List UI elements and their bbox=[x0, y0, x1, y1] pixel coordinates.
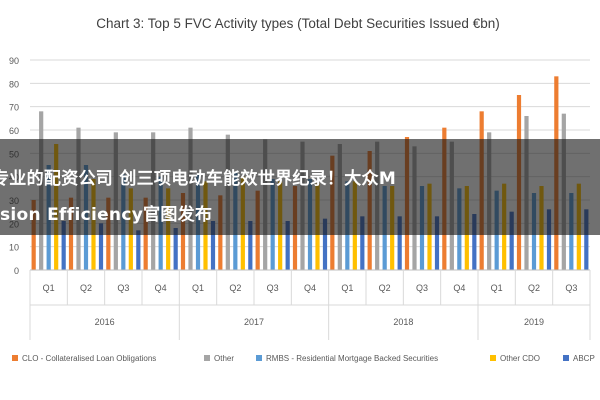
overlay-banner: 专业的配资公司 创三项电动车能效世界纪录！大众M sion Efficiency… bbox=[0, 139, 600, 235]
bar-clo bbox=[31, 200, 36, 270]
legend-label: CLO - Collateralised Loan Obligations bbox=[22, 354, 156, 363]
legend-label: ABCP bbox=[573, 354, 595, 363]
x-axis: Q1 Q2 Q3 Q4 Q1 Q2 Q3 Q4 Q1 Q2 Q3 Q4 Q1 Q2 Q3 2016 2017 20… bbox=[29, 269, 591, 340]
legend-label: RMBS - Residential Mortgage Backed Secur… bbox=[266, 354, 438, 363]
x-tick-label: Q4 bbox=[155, 283, 167, 293]
x-tick-label: Q3 bbox=[565, 283, 577, 293]
y-tick-label: 80 bbox=[9, 79, 19, 89]
legend-label: Other CDO bbox=[500, 354, 540, 363]
x-tick-label: Q2 bbox=[80, 283, 92, 293]
x-tick-label: Q1 bbox=[43, 283, 55, 293]
bar-abcp bbox=[546, 209, 552, 270]
chart-title: Chart 3: Top 5 FVC Activity types (Total… bbox=[96, 16, 499, 31]
legend-swatch bbox=[563, 355, 569, 361]
legend-swatch bbox=[490, 355, 496, 361]
bar-abcp bbox=[98, 223, 104, 270]
legend-swatch bbox=[204, 355, 210, 361]
bar-abcp bbox=[173, 228, 178, 270]
x-tick-label: Q4 bbox=[304, 283, 316, 293]
year-label: 2018 bbox=[393, 317, 413, 327]
bar-abcp bbox=[584, 209, 589, 270]
x-tick-label: Q2 bbox=[528, 283, 540, 293]
year-label: 2016 bbox=[95, 317, 115, 327]
x-tick-label: Q1 bbox=[491, 283, 503, 293]
y-tick-label: 70 bbox=[9, 103, 19, 113]
legend-swatch bbox=[256, 355, 262, 361]
bar-abcp bbox=[210, 221, 216, 270]
legend-swatch bbox=[12, 355, 18, 361]
bar-abcp bbox=[322, 218, 328, 270]
year-label: 2019 bbox=[524, 317, 544, 327]
overlay-text: 专业的配资公司 创三项电动车能效世界纪录！大众M sion Efficiency… bbox=[0, 143, 600, 235]
bar-abcp bbox=[509, 211, 514, 270]
legend-label: Other bbox=[214, 354, 234, 363]
bar-abcp bbox=[248, 221, 253, 270]
y-tick-label: 0 bbox=[14, 266, 19, 276]
x-tick-label: Q1 bbox=[341, 283, 353, 293]
bar-abcp bbox=[360, 216, 365, 270]
overlay-line-1: 专业的配资公司 创三项电动车能效世界纪录！大众M bbox=[0, 169, 397, 189]
x-tick-label: Q2 bbox=[229, 283, 241, 293]
bar-abcp bbox=[136, 230, 141, 270]
x-tick-label: Q3 bbox=[267, 283, 279, 293]
y-tick-label: 90 bbox=[9, 56, 19, 66]
x-tick-label: Q4 bbox=[453, 283, 465, 293]
overlay-line-2: sion Efficiency官图发布 bbox=[0, 205, 213, 225]
x-tick-label: Q1 bbox=[192, 283, 204, 293]
x-tick-label: Q3 bbox=[416, 283, 428, 293]
y-tick-label: 60 bbox=[9, 126, 19, 136]
y-tick-label: 10 bbox=[9, 243, 19, 253]
bar-abcp bbox=[285, 221, 290, 270]
bar-abcp bbox=[61, 221, 66, 270]
legend: CLO - Collateralised Loan Obligations Oth… bbox=[12, 354, 595, 363]
x-tick-label: Q3 bbox=[117, 283, 129, 293]
bar-abcp bbox=[397, 216, 402, 270]
year-label: 2017 bbox=[244, 317, 264, 327]
bar-abcp bbox=[434, 216, 440, 270]
bar-abcp bbox=[472, 214, 477, 270]
x-tick-label: Q2 bbox=[379, 283, 391, 293]
